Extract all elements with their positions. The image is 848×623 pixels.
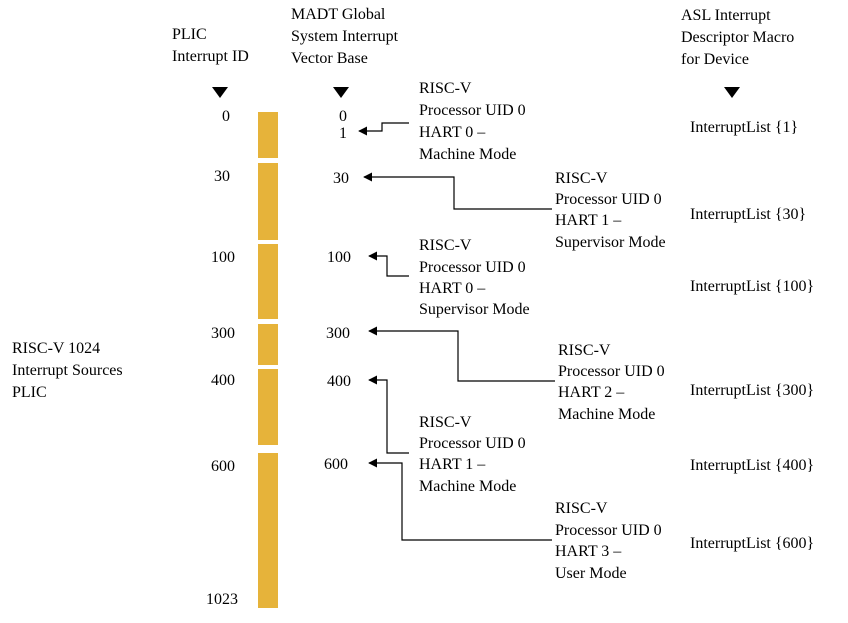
madt-base-label: 1 bbox=[339, 125, 347, 142]
plic-bar-segment-400-600 bbox=[258, 369, 278, 445]
plic-id-label: 400 bbox=[211, 372, 235, 389]
madt-down-arrow-icon bbox=[333, 87, 349, 98]
interrupt-list-entry: InterruptList {400} bbox=[690, 457, 814, 474]
svg-text:HART 3 –: HART 3 – bbox=[555, 543, 622, 560]
plic-id-header-line-2: Interrupt ID bbox=[172, 48, 249, 65]
plic-bar-segment-0-30 bbox=[258, 112, 278, 158]
svg-text:Machine Mode: Machine Mode bbox=[419, 146, 516, 163]
svg-text:Supervisor Mode: Supervisor Mode bbox=[555, 234, 666, 251]
connector-arrow-hart1-supervisor bbox=[363, 172, 552, 210]
processor-block-hart0-supervisor: RISC-V Processor UID 0 HART 0 – Supervis… bbox=[419, 237, 530, 318]
svg-text:RISC-V: RISC-V bbox=[419, 80, 472, 97]
svg-text:RISC-V: RISC-V bbox=[558, 342, 611, 359]
svg-text:Processor UID 0: Processor UID 0 bbox=[419, 259, 526, 276]
svg-text:Processor UID 0: Processor UID 0 bbox=[558, 363, 665, 380]
connector-arrow-hart0-supervisor bbox=[368, 251, 409, 277]
plic-id-label: 0 bbox=[222, 108, 230, 125]
svg-text:Supervisor Mode: Supervisor Mode bbox=[419, 301, 530, 318]
processor-block-hart0-machine: RISC-V Processor UID 0 HART 0 – Machine … bbox=[419, 80, 526, 163]
plic-id-label: 30 bbox=[214, 168, 230, 185]
madt-base-label: 400 bbox=[327, 373, 351, 390]
interrupt-list-entry: InterruptList {600} bbox=[690, 535, 814, 552]
svg-text:RISC-V: RISC-V bbox=[419, 414, 472, 431]
plic-bar-segment-300-400 bbox=[258, 324, 278, 365]
interrupt-list-entry: InterruptList {100} bbox=[690, 278, 814, 295]
svg-text:Processor UID 0: Processor UID 0 bbox=[419, 435, 526, 452]
svg-text:HART 0 –: HART 0 – bbox=[419, 280, 486, 297]
plic-label-line-1: RISC-V 1024 bbox=[12, 340, 100, 357]
processor-block-hart2-machine: RISC-V Processor UID 0 HART 2 – Machine … bbox=[558, 342, 665, 423]
plic-bar-segment-30-100 bbox=[258, 163, 278, 240]
plic-id-header-line-1: PLIC bbox=[172, 26, 207, 43]
svg-text:RISC-V: RISC-V bbox=[555, 170, 608, 187]
madt-base-label: 600 bbox=[324, 456, 348, 473]
connector-arrow-hart1-machine bbox=[368, 375, 409, 454]
madt-base-label: 100 bbox=[327, 249, 351, 266]
madt-base-label: 30 bbox=[333, 170, 349, 187]
connector-arrow-hart0-machine bbox=[358, 122, 409, 136]
madt-header-line-1: MADT Global bbox=[291, 6, 386, 23]
asl-header-line-3: for Device bbox=[681, 51, 749, 68]
svg-text:HART 1 –: HART 1 – bbox=[555, 212, 622, 229]
svg-text:Machine Mode: Machine Mode bbox=[558, 406, 655, 423]
processor-block-hart3-user: RISC-V Processor UID 0 HART 3 – User Mod… bbox=[555, 500, 662, 582]
plic-id-label: 1023 bbox=[206, 591, 238, 608]
plic-bar-segment-100-300 bbox=[258, 244, 278, 319]
plic-id-label: 600 bbox=[211, 458, 235, 475]
madt-base-label: 0 bbox=[339, 108, 347, 125]
madt-base-label: 300 bbox=[326, 325, 350, 342]
asl-header-line-1: ASL Interrupt bbox=[681, 7, 771, 24]
svg-text:User Mode: User Mode bbox=[555, 565, 627, 582]
svg-text:HART 2 –: HART 2 – bbox=[558, 384, 625, 401]
interrupt-list-entry: InterruptList {30} bbox=[690, 206, 806, 223]
svg-text:RISC-V: RISC-V bbox=[555, 500, 608, 517]
processor-block-hart1-supervisor: RISC-V Processor UID 0 HART 1 – Supervis… bbox=[555, 170, 666, 251]
svg-text:Machine Mode: Machine Mode bbox=[419, 478, 516, 495]
plic-id-label: 300 bbox=[211, 325, 235, 342]
svg-text:HART 0 –: HART 0 – bbox=[419, 124, 486, 141]
plic-label-line-3: PLIC bbox=[12, 384, 47, 401]
plic-id-label: 100 bbox=[211, 249, 235, 266]
svg-text:RISC-V: RISC-V bbox=[419, 237, 472, 254]
processor-block-hart1-machine: RISC-V Processor UID 0 HART 1 – Machine … bbox=[419, 414, 526, 495]
plic-label-line-2: Interrupt Sources bbox=[12, 362, 123, 379]
svg-text:Processor UID 0: Processor UID 0 bbox=[419, 102, 526, 119]
interrupt-list-entry: InterruptList {1} bbox=[690, 119, 798, 136]
connector-arrow-hart2-machine bbox=[368, 326, 555, 382]
asl-down-arrow-icon bbox=[724, 87, 740, 98]
plic-bar-segment-600-1023 bbox=[258, 453, 278, 608]
interrupt-list-entry: InterruptList {300} bbox=[690, 382, 814, 399]
madt-header-line-3: Vector Base bbox=[291, 50, 368, 67]
svg-text:Processor UID 0: Processor UID 0 bbox=[555, 522, 662, 539]
svg-text:Processor UID 0: Processor UID 0 bbox=[555, 191, 662, 208]
svg-text:HART 1 –: HART 1 – bbox=[419, 456, 486, 473]
madt-header-line-2: System Interrupt bbox=[291, 28, 399, 45]
asl-header-line-2: Descriptor Macro bbox=[681, 29, 794, 46]
connector-arrow-hart3-user bbox=[368, 458, 552, 541]
plic-id-down-arrow-icon bbox=[212, 87, 228, 98]
